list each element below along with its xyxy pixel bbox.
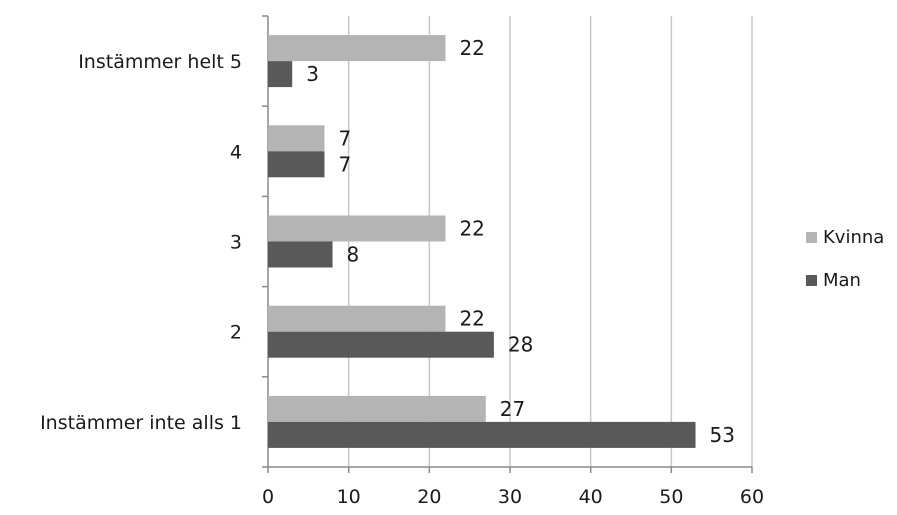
data-label-man: 3	[306, 62, 319, 86]
bar-kvinna-4	[268, 35, 446, 62]
legend-label-man: Man	[823, 270, 861, 291]
category-label: Instämmer inte alls 1	[40, 412, 242, 434]
category-label: 3	[230, 232, 242, 254]
x-tick-label: 20	[417, 486, 441, 508]
data-label-man: 28	[508, 333, 533, 357]
x-tick-label: 30	[498, 486, 522, 508]
x-tick-label: 0	[262, 486, 274, 508]
data-label-kvinna: 22	[459, 36, 484, 60]
data-label-kvinna: 7	[338, 126, 351, 150]
data-label-man: 53	[710, 423, 735, 447]
gridlines	[347, 16, 753, 467]
data-label-man: 8	[347, 243, 360, 267]
category-label: Instämmer helt 5	[78, 51, 242, 73]
bars	[268, 35, 696, 448]
data-label-kvinna: 27	[500, 397, 525, 421]
legend-swatch-kvinna	[806, 232, 817, 243]
x-tick-label: 50	[659, 486, 683, 508]
x-tick-label: 40	[579, 486, 603, 508]
legend-swatch-man	[806, 275, 817, 286]
bar-kvinna-0	[268, 395, 486, 422]
bar-kvinna-3	[268, 125, 325, 152]
x-tick-label: 10	[337, 486, 361, 508]
data-label-kvinna: 22	[459, 307, 484, 331]
bar-man-3	[268, 151, 325, 178]
bar-kvinna-1	[268, 305, 446, 332]
bar-man-1	[268, 331, 494, 358]
category-label: 2	[230, 322, 242, 344]
bar-man-0	[268, 421, 696, 448]
category-label: 4	[230, 141, 242, 163]
bar-kvinna-2	[268, 215, 446, 242]
data-label-man: 7	[338, 152, 351, 176]
bar-man-4	[268, 61, 293, 88]
x-tick-label: 60	[740, 486, 764, 508]
legend-label-kvinna: Kvinna	[823, 227, 884, 248]
legend: Kvinna Man	[806, 227, 884, 291]
data-label-kvinna: 22	[459, 217, 484, 241]
bar-man-2	[268, 241, 333, 268]
